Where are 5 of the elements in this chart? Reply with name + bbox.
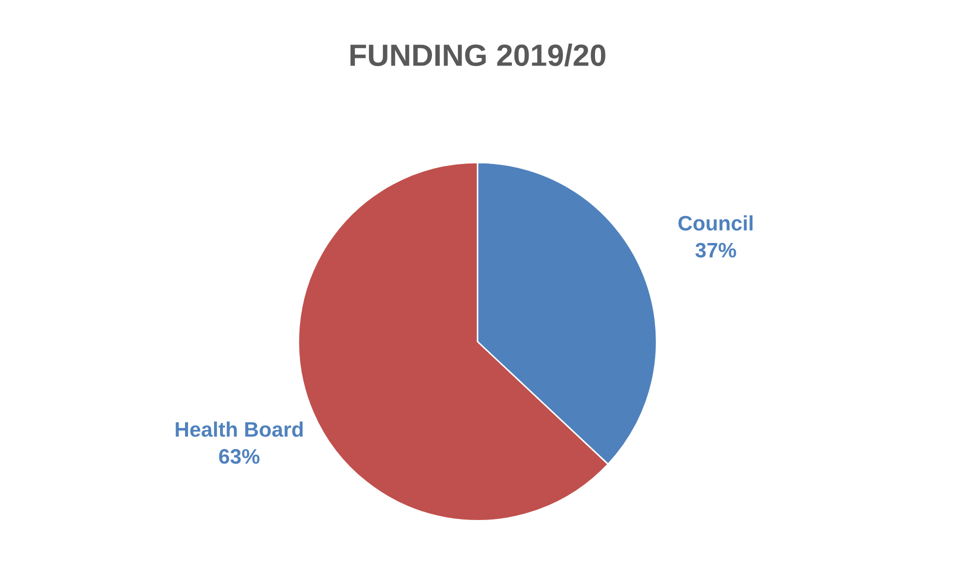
slice-label: Council [678, 215, 753, 231]
slice-label: Health Board [176, 422, 303, 437]
data-label: 63% [219, 449, 260, 464]
chart-title: FUNDING 2019/20 [350, 44, 606, 66]
data-label: 37% [695, 242, 736, 258]
